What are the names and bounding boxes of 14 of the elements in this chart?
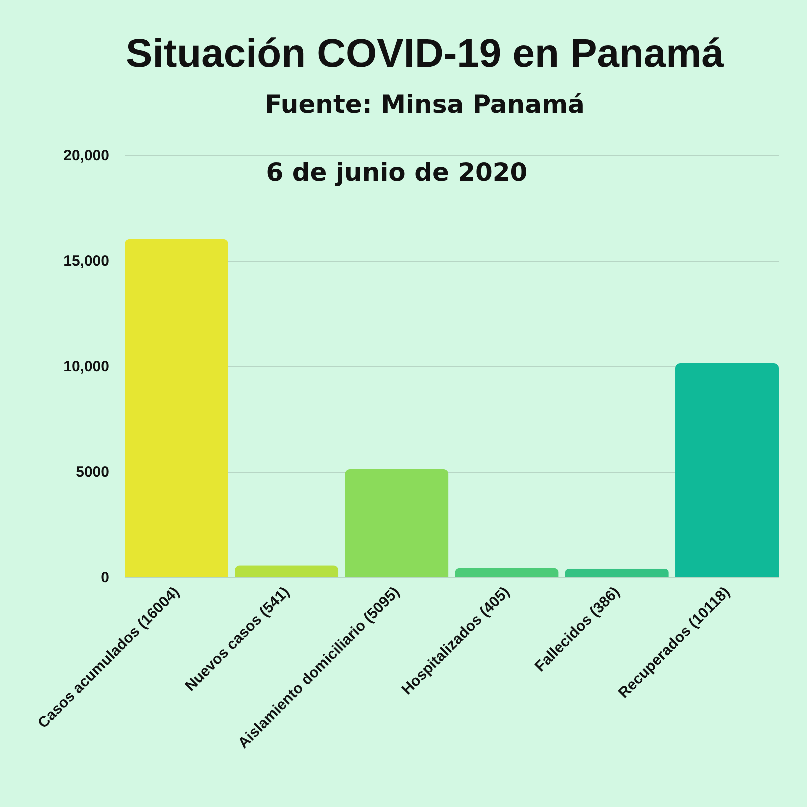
bar (565, 568, 669, 577)
bar (455, 568, 559, 577)
bar (345, 469, 449, 577)
y-tick-label: 10,000 (64, 358, 110, 376)
chart-subtitle: Fuente: Minsa Panamá (265, 90, 585, 119)
y-tick-label: 15,000 (64, 253, 110, 270)
bar (235, 566, 339, 577)
y-tick-label: 20,000 (64, 148, 110, 164)
chart-title: Situación COVID-19 en Panamá (126, 32, 725, 76)
y-tick-label: 5000 (76, 464, 110, 481)
y-tick-label: 0 (101, 570, 110, 586)
bar (676, 364, 779, 577)
bar (125, 239, 228, 577)
annotation: 6 de junio de 2020 (266, 158, 528, 187)
